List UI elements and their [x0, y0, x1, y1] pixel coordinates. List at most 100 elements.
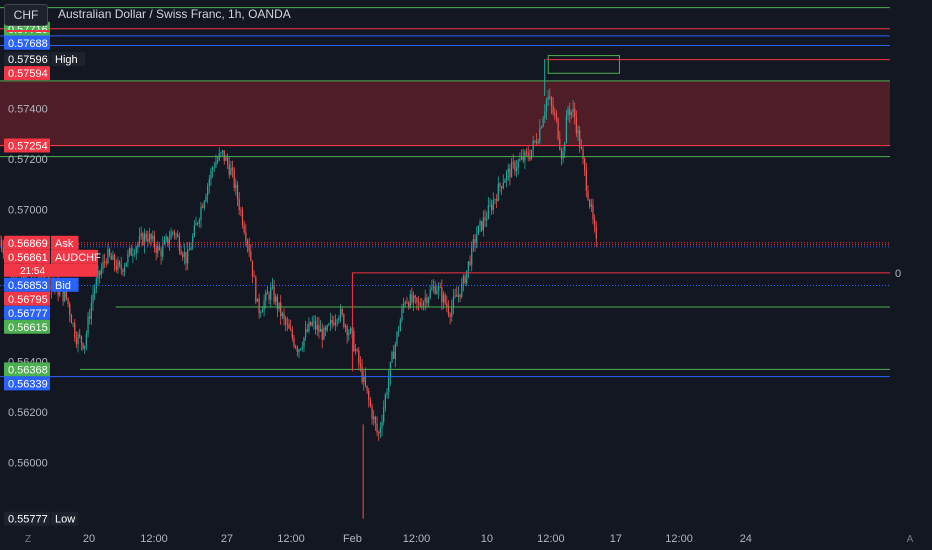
candle-115 — [190, 242, 192, 251]
candle-body — [306, 329, 308, 332]
candle-251 — [416, 297, 418, 311]
candle-295 — [489, 198, 491, 208]
candle-body — [112, 255, 114, 260]
candle-body — [515, 167, 518, 172]
candle-127 — [210, 167, 212, 187]
candle-body — [290, 328, 292, 331]
top-red-marker — [6, 30, 50, 32]
candle-229 — [379, 421, 381, 439]
candle-73 — [120, 256, 122, 275]
candle-351 — [582, 145, 584, 165]
price-tag-label: 0.56861 — [8, 252, 48, 264]
candle-body — [434, 286, 436, 294]
candle-310 — [514, 160, 516, 176]
candle-body — [177, 234, 179, 237]
candle-177 — [293, 334, 295, 349]
candle-340 — [564, 141, 566, 158]
candle-294 — [487, 197, 489, 220]
candle-body — [422, 301, 425, 308]
candle-body — [371, 406, 373, 420]
x-tick-label-2: 27 — [221, 533, 233, 545]
candle-108 — [178, 232, 181, 255]
candle-47 — [77, 331, 79, 353]
x-tick-label-0: 20 — [83, 533, 95, 545]
candle-352 — [584, 157, 586, 177]
candle-body — [484, 217, 486, 221]
candle-297 — [492, 192, 494, 215]
candle-body — [409, 294, 411, 308]
candle-149 — [246, 238, 249, 253]
candle-body — [208, 179, 210, 186]
candle-body — [271, 285, 274, 288]
candle-body — [412, 295, 415, 303]
candle-339 — [562, 146, 564, 164]
candle-body — [379, 428, 381, 434]
candle-244 — [404, 300, 406, 308]
candle-body — [182, 254, 184, 257]
price-tag-box — [4, 376, 50, 391]
candle-169 — [280, 295, 282, 325]
candle-body — [296, 347, 298, 353]
candle-245 — [406, 296, 408, 305]
candle-337 — [559, 131, 561, 151]
candle-355 — [589, 198, 591, 209]
candle-body — [567, 109, 569, 116]
candle-233 — [386, 387, 388, 399]
candle-353 — [585, 162, 587, 198]
candle-body — [82, 343, 84, 349]
candle-body — [592, 204, 594, 220]
candle-222 — [368, 387, 370, 408]
candle-282 — [467, 261, 470, 279]
candle-body — [353, 331, 355, 352]
candle-216 — [358, 347, 360, 371]
candle-body — [241, 210, 244, 226]
candle-271 — [449, 312, 451, 325]
candle-body — [162, 244, 164, 257]
candle-body — [291, 330, 293, 339]
price-tag-12: 0.56339 — [4, 376, 50, 391]
candle-98 — [162, 236, 164, 261]
candle-218 — [361, 359, 363, 385]
price-tag-box — [4, 235, 50, 250]
candle-body — [471, 244, 473, 265]
candle-body — [402, 303, 405, 309]
symbol-button[interactable]: CHF — [4, 4, 48, 26]
candle-258 — [427, 296, 430, 308]
candle-331 — [549, 88, 551, 101]
candle-143 — [236, 181, 239, 207]
candle-body — [565, 115, 568, 144]
candle-body — [369, 399, 372, 407]
candle-body — [183, 251, 186, 257]
candle-180 — [298, 348, 300, 359]
candle-body — [540, 126, 543, 128]
price-tag-label: 0.56368 — [8, 364, 48, 376]
candle-257 — [426, 293, 428, 309]
candle-body — [496, 199, 498, 201]
candle-46 — [75, 331, 78, 349]
candle-body — [170, 232, 172, 240]
price-tag-box — [4, 362, 50, 377]
candle-body — [333, 322, 335, 326]
candle-166 — [275, 293, 277, 306]
candle-body — [393, 352, 395, 359]
price-tag-10: 0.56615 — [4, 319, 50, 334]
candle-290 — [481, 220, 483, 232]
candle-body — [74, 323, 76, 339]
candle-body — [585, 169, 587, 191]
candle-body — [165, 236, 167, 240]
candle-body — [178, 236, 181, 251]
candle-283 — [469, 255, 471, 267]
candle-body — [203, 201, 205, 208]
candle-51 — [84, 345, 86, 354]
candle-327 — [542, 115, 544, 128]
candle-body — [120, 264, 122, 270]
candle-body — [349, 328, 352, 333]
candle-body — [437, 286, 440, 291]
candle-body — [346, 326, 348, 336]
candle-347 — [575, 110, 577, 137]
candle-134 — [221, 149, 224, 156]
candle-body — [238, 199, 240, 210]
candle-body — [160, 249, 162, 257]
candle-95 — [157, 241, 159, 258]
